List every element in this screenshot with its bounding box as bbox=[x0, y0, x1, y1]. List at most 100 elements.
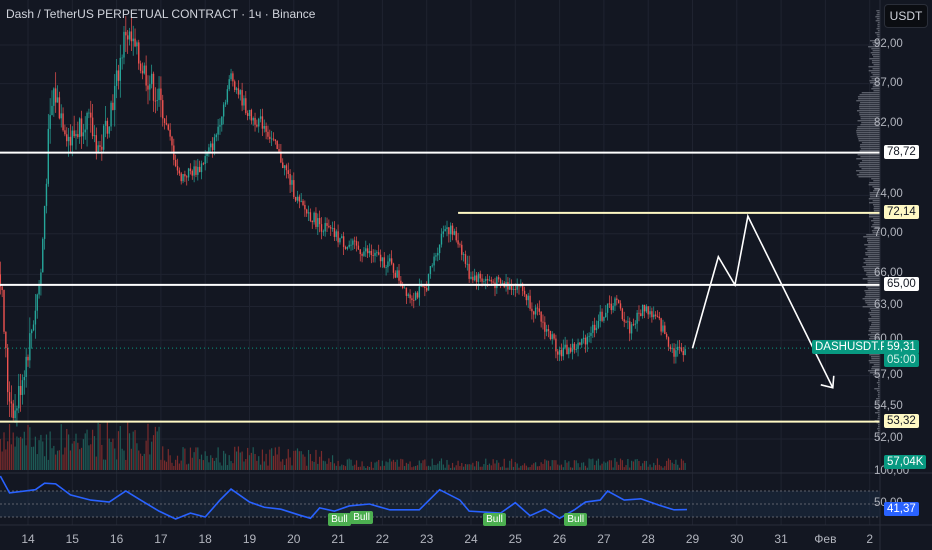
candle-body bbox=[45, 183, 48, 206]
volume-bar bbox=[368, 466, 371, 470]
volume-profile-bar bbox=[872, 86, 880, 88]
volume-bar bbox=[516, 463, 518, 470]
volume-bar bbox=[658, 464, 660, 470]
candle-body bbox=[365, 248, 367, 252]
candle-body bbox=[682, 350, 684, 356]
volume-bar bbox=[93, 436, 96, 470]
time-axis-label: 31 bbox=[774, 532, 788, 546]
candle-body bbox=[449, 225, 452, 235]
candle-body bbox=[163, 118, 166, 124]
volume-profile-bar bbox=[869, 326, 880, 328]
volume-bar bbox=[84, 433, 86, 470]
volume-profile-bar bbox=[869, 182, 880, 184]
volume-bar bbox=[25, 445, 27, 470]
volume-bar bbox=[250, 452, 252, 470]
volume-bar bbox=[341, 464, 343, 470]
candle-body bbox=[289, 173, 291, 185]
volume-profile-bar bbox=[875, 20, 880, 22]
volume-profile-bar bbox=[876, 28, 880, 30]
volume-bar bbox=[372, 467, 374, 470]
candle-body bbox=[374, 252, 376, 256]
volume-profile-bar bbox=[872, 204, 880, 206]
volume-bar bbox=[457, 460, 459, 470]
volume-bar bbox=[239, 452, 241, 470]
volume-bar bbox=[165, 461, 168, 470]
candle-body bbox=[141, 70, 144, 74]
volume-bar bbox=[662, 467, 664, 470]
volume-bar bbox=[112, 438, 114, 470]
candle-body bbox=[597, 320, 600, 328]
volume-bar bbox=[5, 449, 7, 470]
volume-bar bbox=[627, 458, 629, 470]
volume-bar bbox=[450, 467, 452, 470]
candle-body bbox=[82, 132, 85, 137]
volume-bar bbox=[114, 448, 116, 470]
candle-body bbox=[138, 42, 140, 64]
candle-body bbox=[424, 286, 426, 289]
candle-body bbox=[32, 324, 35, 331]
volume-bar bbox=[682, 460, 684, 470]
candle-body bbox=[174, 159, 177, 167]
volume-bar bbox=[68, 434, 70, 470]
volume-profile-bar bbox=[867, 276, 880, 278]
volume-profile-bar bbox=[872, 200, 880, 202]
volume-profile-bar bbox=[867, 240, 880, 242]
volume-profile-bar bbox=[858, 98, 880, 100]
candle-body bbox=[123, 31, 125, 58]
candle-body bbox=[569, 347, 572, 352]
candle-body bbox=[121, 57, 123, 59]
volume-profile-bar bbox=[878, 436, 880, 438]
candle-body bbox=[411, 298, 413, 301]
volume-bar bbox=[590, 459, 592, 470]
price-axis-label: 74,00 bbox=[874, 188, 903, 201]
volume-bar bbox=[178, 463, 180, 470]
volume-profile-bar bbox=[878, 438, 880, 440]
volume-bar bbox=[505, 467, 507, 470]
volume-bar bbox=[448, 464, 450, 470]
candle-body bbox=[492, 281, 494, 283]
volume-profile-bar bbox=[856, 158, 880, 160]
volume-bar bbox=[496, 460, 498, 470]
candle-body bbox=[442, 231, 445, 234]
volume-bar bbox=[326, 463, 328, 470]
volume-bar bbox=[328, 458, 330, 470]
candle-body bbox=[219, 125, 221, 127]
volume-bar bbox=[199, 459, 201, 470]
candle-body bbox=[431, 265, 433, 267]
volume-profile-bar bbox=[878, 384, 880, 386]
candle-body bbox=[1, 286, 3, 291]
volume-bar bbox=[206, 455, 208, 470]
candle-body bbox=[78, 118, 81, 137]
candle-body bbox=[497, 277, 500, 280]
candle-body bbox=[348, 244, 350, 247]
candle-body bbox=[221, 116, 223, 126]
candle-body bbox=[43, 205, 46, 239]
volume-profile-bar bbox=[865, 248, 880, 250]
candle-body bbox=[130, 31, 133, 42]
volume-bar bbox=[232, 463, 234, 470]
candle-body bbox=[27, 356, 29, 361]
volume-profile-bar bbox=[864, 296, 880, 298]
candle-body bbox=[193, 166, 195, 176]
volume-bar bbox=[474, 466, 476, 470]
volume-bar bbox=[29, 427, 31, 470]
currency-button[interactable]: USDT bbox=[884, 4, 928, 28]
candle-body bbox=[75, 134, 77, 137]
candle-body bbox=[640, 313, 642, 316]
candle-body bbox=[23, 377, 26, 381]
volume-profile-bar bbox=[867, 304, 880, 306]
volume-bar bbox=[533, 463, 535, 470]
volume-profile-bar bbox=[866, 234, 880, 236]
volume-bar bbox=[656, 458, 659, 470]
volume-profile-bar bbox=[872, 74, 880, 76]
volume-profile-bar bbox=[859, 108, 880, 110]
candle-body bbox=[499, 279, 502, 284]
volume-profile-bar bbox=[877, 36, 880, 38]
volume-bar bbox=[579, 467, 581, 470]
volume-profile-bar bbox=[878, 400, 880, 402]
candle-body bbox=[274, 139, 277, 141]
volume-bar bbox=[427, 465, 430, 470]
volume-profile-bar bbox=[875, 16, 880, 18]
candle-body bbox=[516, 285, 518, 290]
